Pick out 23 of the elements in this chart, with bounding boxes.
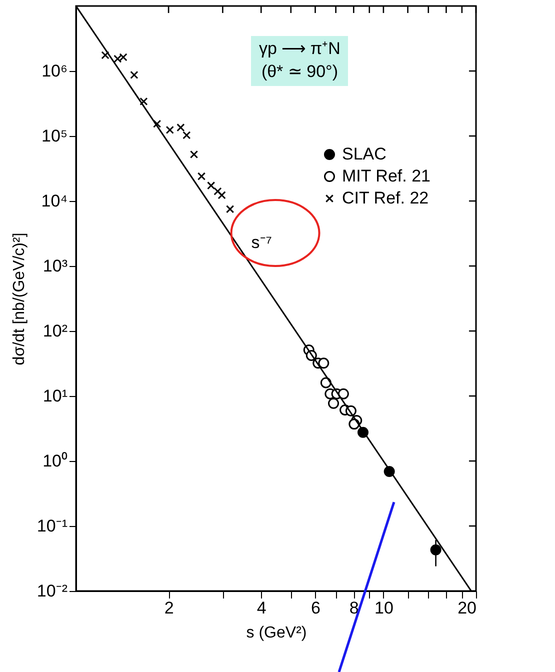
- x-tick-label: 20: [458, 598, 476, 618]
- legend-label: CIT Ref. 22: [342, 188, 429, 208]
- x-tick-label: 4: [256, 598, 266, 618]
- y-tick-label: 10⁶: [42, 62, 68, 80]
- x-tick-label: 2: [164, 598, 174, 618]
- x-tick-label: 8: [349, 598, 359, 618]
- x-tick-label: 6: [311, 598, 320, 618]
- y-tick-label: 10²: [42, 322, 68, 340]
- y-axis-title: dσ/dt [nb/(GeV/c)²]: [10, 232, 28, 366]
- annotation: γp ⟶ π⁺N: [259, 38, 340, 60]
- y-tick-label: 10⁴: [41, 192, 68, 210]
- x-axis-title: s (GeV²): [246, 624, 307, 642]
- y-tick-label: 10⁻¹: [36, 516, 68, 536]
- y-tick-label: 10⁵: [42, 126, 68, 146]
- y-tick-label: 10⁰: [42, 452, 68, 470]
- annotation: (θ* ≃ 90°): [260, 60, 339, 83]
- legend-label: SLAC: [342, 144, 386, 164]
- y-tick-label: 10³: [42, 256, 68, 276]
- y-tick-label: 10¹: [42, 386, 68, 406]
- annotation: s⁻⁷: [251, 233, 272, 252]
- legend-label: MIT Ref. 21: [342, 166, 430, 186]
- x-tick-label: 10: [374, 598, 394, 618]
- y-tick-label: 10⁻²: [36, 582, 68, 600]
